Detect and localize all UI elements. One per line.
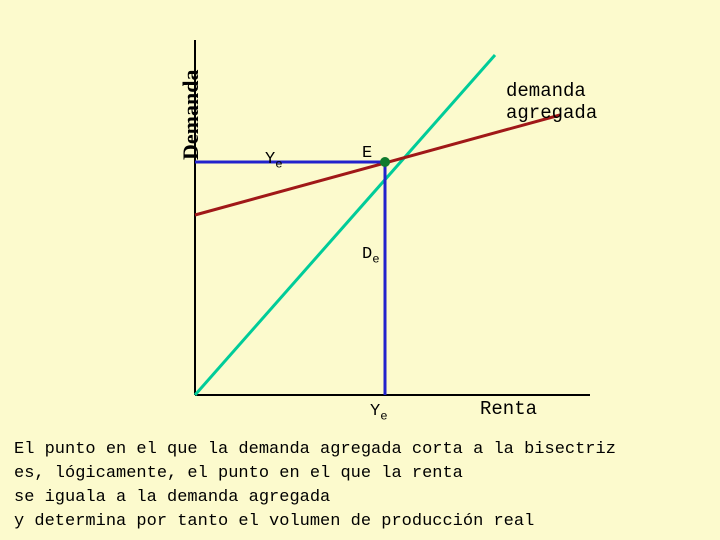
label-E: E xyxy=(362,144,372,163)
label-Ye-bottom-sub: e xyxy=(380,409,387,423)
label-Ye-bottom: Ye xyxy=(370,402,388,423)
caption-line-3: y determina por tanto el volumen de prod… xyxy=(14,512,534,531)
label-De-main: D xyxy=(362,245,372,264)
caption-line-2: se iguala a la demanda agregada xyxy=(14,488,330,507)
chart-svg xyxy=(0,0,720,540)
label-Ye-top-main: Y xyxy=(265,150,275,169)
figure: Demanda demanda agregada E Ye De Ye Rent… xyxy=(0,0,720,540)
label-Ye-top-sub: e xyxy=(275,157,282,171)
label-De: De xyxy=(362,245,380,266)
label-De-sub: e xyxy=(372,252,379,266)
label-Ye-bottom-main: Y xyxy=(370,402,380,421)
caption-line-1: es, lógicamente, el punto en el que la r… xyxy=(14,464,463,483)
label-demanda-agregada-l1: demanda xyxy=(506,80,586,102)
label-Renta: Renta xyxy=(480,398,537,420)
equilibrium-dot xyxy=(380,157,390,167)
y-axis-label: Demanda xyxy=(178,70,204,160)
label-demanda-agregada: demanda agregada xyxy=(506,80,597,124)
caption-line-0: El punto en el que la demanda agregada c… xyxy=(14,440,616,459)
label-demanda-agregada-l2: agregada xyxy=(506,102,597,124)
label-Ye-top: Ye xyxy=(265,150,283,171)
demand-line xyxy=(195,115,560,215)
bisector-line xyxy=(195,55,495,395)
